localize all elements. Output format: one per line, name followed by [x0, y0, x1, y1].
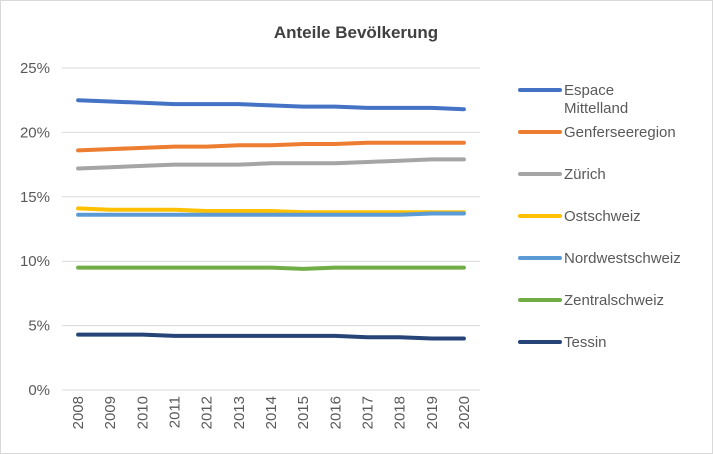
series-line [76, 206, 466, 215]
series-line [76, 140, 466, 153]
legend-label: Nordwestschweiz [564, 250, 681, 267]
x-tick-label: 2020 [456, 396, 473, 429]
legend-label: Zürich [564, 166, 606, 183]
series-lines [76, 98, 466, 341]
legend-label: Tessin [564, 334, 607, 351]
y-tick-label: 25% [20, 60, 50, 77]
legend-label: Zentralschweiz [564, 292, 664, 309]
x-tick-label: 2016 [327, 396, 344, 429]
series-line [76, 98, 466, 112]
legend-label: Genferseeregion [564, 124, 676, 141]
series-line [76, 211, 466, 217]
chart-title: Anteile Bevölkerung [274, 23, 438, 42]
y-axis-ticks: 0% 5% 10% 15% 20% 25% [20, 60, 50, 399]
y-tick-label: 0% [28, 382, 50, 399]
x-tick-label: 2014 [263, 396, 280, 429]
y-tick-label: 20% [20, 124, 50, 141]
legend-label: Espace [564, 82, 614, 99]
x-tick-label: 2012 [199, 396, 216, 429]
x-tick-label: 2008 [70, 396, 87, 429]
series-line [76, 157, 466, 171]
gridlines [62, 67, 480, 391]
x-tick-label: 2018 [392, 396, 409, 429]
legend-label: Mittelland [564, 100, 628, 117]
y-tick-label: 10% [20, 253, 50, 270]
x-tick-label: 2019 [424, 396, 441, 429]
x-tick-label: 2017 [359, 396, 376, 429]
series-line [76, 332, 466, 341]
x-tick-label: 2009 [102, 396, 119, 429]
x-tick-label: 2010 [134, 396, 151, 429]
legend-label: Ostschweiz [564, 208, 641, 225]
x-tick-label: 2013 [231, 396, 248, 429]
y-tick-label: 15% [20, 189, 50, 206]
x-tick-label: 2011 [167, 396, 184, 428]
series-line [76, 265, 466, 271]
y-tick-label: 5% [28, 318, 50, 335]
x-tick-label: 2015 [295, 396, 312, 429]
x-axis-ticks: 2008 2009 2010 2011 2012 2013 2014 2015 2016 2017… [70, 396, 473, 429]
